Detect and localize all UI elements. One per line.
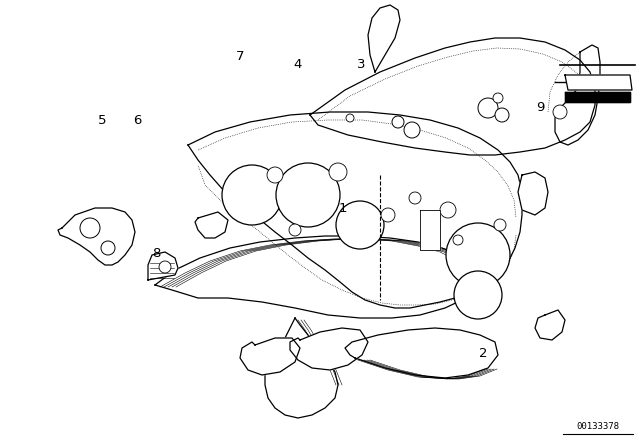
Polygon shape (565, 92, 630, 102)
Polygon shape (535, 310, 565, 340)
Circle shape (495, 108, 509, 122)
Circle shape (222, 165, 282, 225)
Polygon shape (265, 318, 338, 418)
Circle shape (454, 271, 502, 319)
Text: 9: 9 (536, 101, 545, 114)
Polygon shape (148, 252, 178, 280)
Circle shape (80, 218, 100, 238)
Polygon shape (188, 112, 522, 308)
Polygon shape (240, 338, 300, 375)
Polygon shape (555, 45, 600, 145)
Text: 3: 3 (357, 58, 366, 72)
Text: 2: 2 (479, 347, 488, 361)
Circle shape (440, 202, 456, 218)
Text: 5: 5 (98, 114, 107, 128)
Circle shape (267, 167, 283, 183)
Circle shape (101, 241, 115, 255)
Circle shape (453, 235, 463, 245)
Text: 7: 7 (236, 49, 244, 63)
Circle shape (381, 208, 395, 222)
Polygon shape (345, 328, 498, 378)
Circle shape (446, 223, 510, 287)
Text: 00133378: 00133378 (577, 422, 620, 431)
Circle shape (494, 219, 506, 231)
Circle shape (289, 224, 301, 236)
Polygon shape (58, 208, 135, 265)
Polygon shape (368, 5, 400, 72)
Polygon shape (518, 172, 548, 215)
Text: 6: 6 (133, 114, 142, 128)
Circle shape (493, 93, 503, 103)
Circle shape (404, 122, 420, 138)
Circle shape (553, 105, 567, 119)
Circle shape (159, 261, 171, 273)
Text: 4: 4 (293, 58, 302, 72)
Circle shape (409, 192, 421, 204)
Text: 8: 8 (152, 246, 161, 260)
Circle shape (329, 163, 347, 181)
Circle shape (346, 114, 354, 122)
Text: 1: 1 (338, 202, 347, 215)
Polygon shape (420, 210, 440, 250)
Polygon shape (290, 328, 368, 370)
Polygon shape (155, 236, 482, 318)
Circle shape (392, 116, 404, 128)
Circle shape (336, 201, 384, 249)
Circle shape (478, 98, 498, 118)
Polygon shape (195, 212, 228, 238)
Polygon shape (310, 38, 595, 155)
Circle shape (276, 163, 340, 227)
Polygon shape (565, 75, 632, 90)
